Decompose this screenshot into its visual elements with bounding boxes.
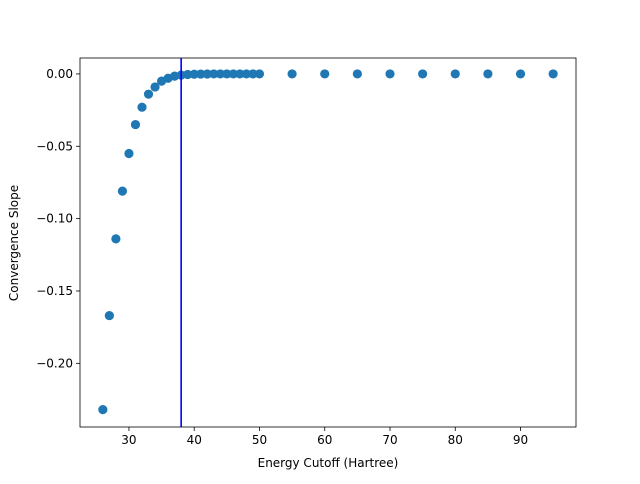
data-point: [104, 310, 114, 321]
y-tick-label: −0.10: [36, 212, 73, 226]
data-point: [143, 89, 154, 99]
data-point: [222, 69, 232, 79]
x-tick-label: 50: [252, 433, 267, 447]
data-point: [111, 234, 121, 244]
data-point: [183, 69, 193, 80]
x-tick-label: 70: [382, 433, 397, 447]
data-point: [515, 69, 526, 79]
x-tick-label: 80: [448, 433, 463, 447]
data-point: [202, 69, 212, 79]
y-tick-label: −0.15: [36, 284, 73, 298]
data-point: [352, 69, 362, 79]
points-layer: [98, 69, 558, 415]
data-point: [385, 69, 395, 79]
data-point: [130, 119, 141, 130]
x-tick-label: 30: [121, 433, 136, 447]
data-point: [228, 69, 238, 79]
data-point: [189, 69, 199, 79]
x-tick-label: 90: [513, 433, 528, 447]
data-point: [98, 405, 108, 415]
data-point: [287, 69, 297, 79]
x-axis-label: Energy Cutoff (Hartree): [258, 456, 399, 470]
data-point: [483, 69, 493, 79]
y-tick-label: 0.00: [46, 67, 73, 81]
data-point: [117, 186, 128, 196]
plot-frame: [79, 57, 577, 428]
y-tick-label: −0.20: [36, 356, 73, 370]
data-point: [320, 69, 330, 79]
y-tick-label: −0.05: [36, 139, 73, 153]
data-point: [124, 148, 134, 159]
y-axis-ticks: 0.00 −0.05 −0.10 −0.15 −0.20: [36, 67, 80, 370]
data-point: [150, 82, 160, 92]
data-point: [137, 102, 147, 112]
data-point: [215, 69, 225, 79]
data-point: [235, 69, 245, 79]
data-point: [196, 69, 206, 79]
y-axis-label: Convergence Slope: [7, 185, 21, 301]
x-axis-ticks: 30 40 50 60 70 80 90: [121, 427, 528, 447]
data-point: [241, 69, 252, 79]
data-point: [254, 69, 265, 79]
x-tick-label: 60: [317, 433, 332, 447]
data-point: [450, 69, 460, 79]
data-point: [418, 69, 428, 79]
x-tick-label: 40: [187, 433, 202, 447]
data-point: [209, 69, 219, 79]
data-point: [248, 69, 258, 79]
data-point: [548, 69, 558, 79]
